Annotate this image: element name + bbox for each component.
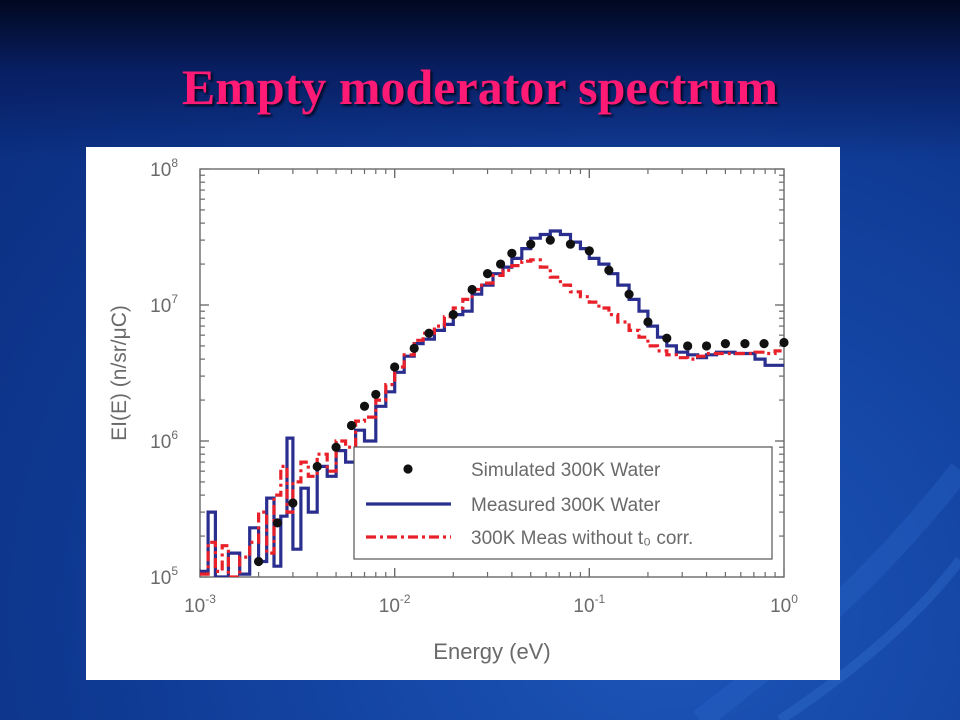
x-tick-label: 100 [770,592,798,617]
x-tick-label: 10-3 [184,592,216,617]
x-tick-base: 10 [573,596,594,617]
simulated-point [288,498,298,508]
axis-ticks [199,168,785,578]
simulated-point [359,401,370,411]
y-tick-base: 10 [150,568,171,589]
simulated-point [565,239,576,249]
simulated-point [331,442,341,452]
simulated-point [759,339,769,349]
x-tick-exponent: -3 [205,592,216,606]
simulated-point [346,420,357,431]
x-tick-label: 10-1 [573,592,605,617]
series-meas-no-corr-line [200,258,784,577]
y-tick-label: 106 [150,428,178,453]
y-axis-label: EI(E) (n/sr/μC) [108,305,131,441]
title-band [0,0,960,160]
simulated-point [312,461,322,472]
y-tick-exponent: 7 [171,292,178,306]
figure-panel: 10-3 10-2 10-1 100 105 106 107 108 Energy (eV)… [86,147,840,680]
plot-frame [199,168,785,578]
legend: Simulated 300K Water Measured 300K Water 3… [353,446,773,560]
simulated-point [545,235,555,245]
legend-label: Simulated 300K Water [471,460,661,481]
x-tick-base: 10 [184,596,205,617]
y-tick-label: 105 [150,564,178,589]
x-tick-base: 10 [770,596,791,617]
simulated-point [662,333,672,343]
series-layer [200,229,789,577]
x-tick-labels: 10-3 10-2 10-1 100 [184,592,798,617]
x-tick-base: 10 [379,596,400,617]
y-tick-exponent: 6 [171,428,178,442]
legend-marker-simulated [403,464,413,474]
y-tick-exponent: 8 [171,156,178,170]
simulated-point [779,337,789,348]
simulated-point [371,389,381,400]
simulated-point [467,284,477,295]
simulated-point [390,362,400,372]
legend-label: 300K Meas without t₀ corr. [471,528,693,549]
simulated-point [643,317,653,327]
simulated-point [604,265,614,275]
y-tick-base: 10 [150,432,171,453]
x-tick-exponent: -1 [595,592,606,606]
simulated-point [683,341,693,351]
simulated-point [482,269,493,279]
x-tick-exponent: 0 [791,592,798,606]
x-tick-label: 10-2 [379,592,411,617]
simulated-point [448,309,458,320]
slide-title: Empty moderator spectrum [181,59,779,115]
simulated-point [495,259,506,269]
y-tick-label: 107 [150,292,178,317]
simulated-point [272,518,283,528]
y-tick-label: 108 [150,156,178,181]
simulated-point [584,246,594,256]
x-axis-label: Energy (eV) [433,639,550,664]
simulated-point [526,239,536,249]
y-tick-exponent: 5 [171,564,178,578]
simulated-point [507,248,517,258]
simulated-point [424,328,434,338]
legend-label: Measured 300K Water [471,495,661,516]
simulated-point [740,339,750,349]
simulated-point [409,343,419,353]
simulated-point [701,341,712,351]
y-tick-base: 10 [150,296,171,317]
simulated-point [624,289,634,299]
simulated-point [720,339,730,349]
simulated-point [254,556,264,567]
y-tick-base: 10 [150,160,171,181]
x-tick-exponent: -2 [400,592,411,606]
